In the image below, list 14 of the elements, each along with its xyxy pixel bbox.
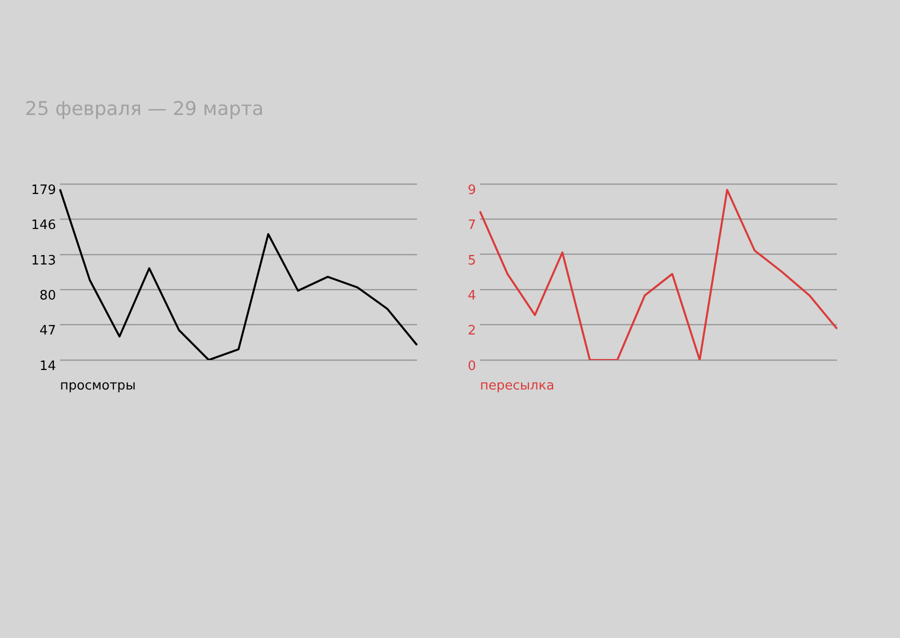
y-tick-label: 179 <box>31 182 56 198</box>
y-tick-label: 9 <box>468 182 476 198</box>
y-tick-label: 5 <box>468 253 476 268</box>
y-tick-label: 14 <box>39 358 56 374</box>
y-tick-label: 7 <box>468 218 476 234</box>
y-tick-label: 113 <box>31 253 56 268</box>
y-tick-label: 146 <box>31 218 56 234</box>
y-tick-label: 4 <box>468 288 476 304</box>
x-axis-title: пересылка <box>480 378 554 394</box>
y-tick-label: 0 <box>468 358 476 374</box>
y-tick-label: 80 <box>39 288 56 304</box>
x-axis-title: просмотры <box>60 378 136 394</box>
y-tick-label: 2 <box>468 324 476 339</box>
y-tick-label: 47 <box>39 324 56 339</box>
